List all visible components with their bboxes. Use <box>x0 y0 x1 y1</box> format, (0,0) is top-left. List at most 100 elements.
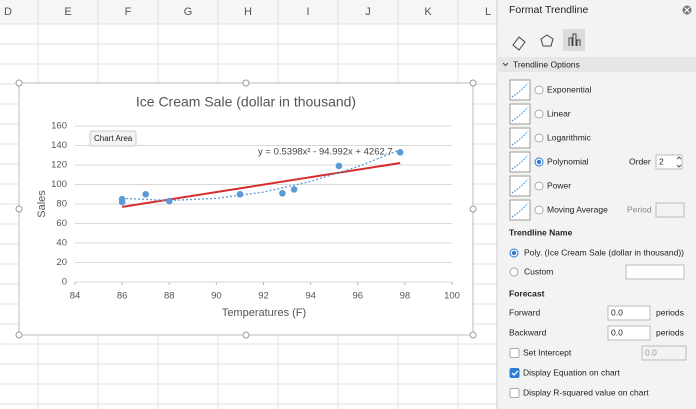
type-glyph <box>511 106 529 122</box>
type-label: Power <box>547 180 571 190</box>
checkbox-label: Display R-squared value on chart <box>523 387 649 397</box>
handle[interactable] <box>469 205 477 213</box>
name-heading: Trendline Name <box>509 227 573 237</box>
forecast-heading: Forecast <box>509 288 545 298</box>
checkbox-label: Set Intercept <box>523 347 572 357</box>
input-value: 2 <box>659 156 664 166</box>
type-label: Exponential <box>547 84 592 94</box>
handle[interactable] <box>15 205 23 213</box>
input-value: 0.0 <box>645 347 657 357</box>
pane-controls: Exponential Linear Logarithmic Polynomial Po… <box>509 79 687 398</box>
data-point[interactable] <box>290 186 298 193</box>
column-header: L <box>485 6 491 18</box>
effects-icon[interactable] <box>540 34 554 47</box>
checkbox[interactable] <box>509 388 520 398</box>
y-tick-label: 20 <box>56 257 67 268</box>
y-tick-label: 80 <box>56 199 67 210</box>
trendline-equation[interactable]: y = 0.5398x² - 94.992x + 4262.7 <box>258 147 393 158</box>
tooltip: Chart Area <box>94 134 133 143</box>
column-header: H <box>244 6 252 18</box>
name-option: Custom <box>524 266 553 276</box>
handle[interactable] <box>242 331 250 339</box>
input-box[interactable] <box>625 264 685 280</box>
spinner[interactable] <box>676 156 682 168</box>
column-header: K <box>424 6 432 18</box>
checkbox[interactable] <box>509 368 520 378</box>
type-label: Logarithmic <box>547 132 592 142</box>
section-title: Trendline Options <box>513 59 580 69</box>
radio-dot <box>536 159 542 165</box>
data-point[interactable] <box>142 190 149 198</box>
type-icon[interactable] <box>509 175 531 197</box>
radio[interactable] <box>534 85 544 95</box>
x-tick-label: 90 <box>211 291 222 302</box>
column-header: J <box>365 6 371 18</box>
type-icon[interactable] <box>509 199 531 221</box>
y-tick-label: 100 <box>51 179 67 190</box>
chart-title: Ice Cream Sale (dollar in thousand) <box>136 94 356 110</box>
type-label: Polynomial <box>547 156 589 166</box>
radio[interactable] <box>534 109 544 119</box>
column-header: D <box>4 6 12 18</box>
y-tick-label: 140 <box>51 140 67 151</box>
type-glyph <box>511 178 529 194</box>
handle[interactable] <box>15 331 23 339</box>
y-tick-label: 60 <box>56 218 67 229</box>
type-glyph <box>511 130 529 146</box>
handle[interactable] <box>469 79 477 87</box>
type-icon[interactable] <box>509 127 531 149</box>
radio[interactable] <box>534 205 544 215</box>
input-value: 0.0 <box>611 327 623 337</box>
x-tick-label: 86 <box>117 291 128 302</box>
input-box[interactable] <box>641 345 687 361</box>
order-label: Order <box>629 156 651 166</box>
data-point[interactable] <box>165 197 173 205</box>
plot-area: 0 20 40 60 80 100 120 140 160 84 86 88 90 92 94 96 98 100 <box>51 121 460 302</box>
input-box[interactable] <box>655 202 685 218</box>
column-header: I <box>306 6 309 18</box>
trendline[interactable] <box>122 149 401 202</box>
data-point[interactable] <box>279 189 286 197</box>
input-box[interactable] <box>607 305 651 321</box>
checkbox[interactable] <box>509 348 520 358</box>
handle[interactable] <box>242 79 250 87</box>
x-tick-label: 88 <box>164 291 175 302</box>
collapse-icon[interactable] <box>502 62 509 67</box>
input-box[interactable] <box>655 154 683 170</box>
data-point[interactable] <box>118 195 126 203</box>
input-box[interactable] <box>607 325 651 341</box>
radio[interactable] <box>509 267 519 277</box>
type-glyph <box>511 82 529 98</box>
chart-handles <box>15 79 477 339</box>
close-icon <box>684 7 690 13</box>
radio[interactable] <box>534 133 544 143</box>
handle[interactable] <box>469 331 477 339</box>
x-tick-label: 84 <box>70 291 81 302</box>
y-tick-label: 40 <box>56 238 67 249</box>
options-tab[interactable] <box>563 29 585 51</box>
pane-title: Format Trendline <box>509 4 589 16</box>
y-tick-label: 0 <box>62 277 67 288</box>
x-tick-label: 100 <box>444 291 460 302</box>
forecast-label: Backward <box>509 327 547 337</box>
type-icon[interactable] <box>509 151 531 173</box>
x-tick-label: 92 <box>258 291 269 302</box>
data-point[interactable] <box>335 162 343 170</box>
y-axis-title: Sales <box>36 190 48 218</box>
column-header: G <box>184 6 193 18</box>
y-tick-label: 120 <box>51 160 67 171</box>
options-icon <box>568 33 581 46</box>
data-point[interactable] <box>396 149 404 156</box>
radio[interactable] <box>534 181 544 191</box>
type-icon[interactable] <box>509 79 531 101</box>
chart-area[interactable] <box>18 82 474 336</box>
type-icon[interactable] <box>509 103 531 125</box>
fill-icon[interactable] <box>512 36 526 51</box>
handle[interactable] <box>15 79 23 87</box>
checkbox-label: Display Equation on chart <box>523 367 621 377</box>
column-header-bar <box>0 0 497 24</box>
data-point[interactable] <box>236 190 244 198</box>
type-label: Linear <box>547 108 571 118</box>
